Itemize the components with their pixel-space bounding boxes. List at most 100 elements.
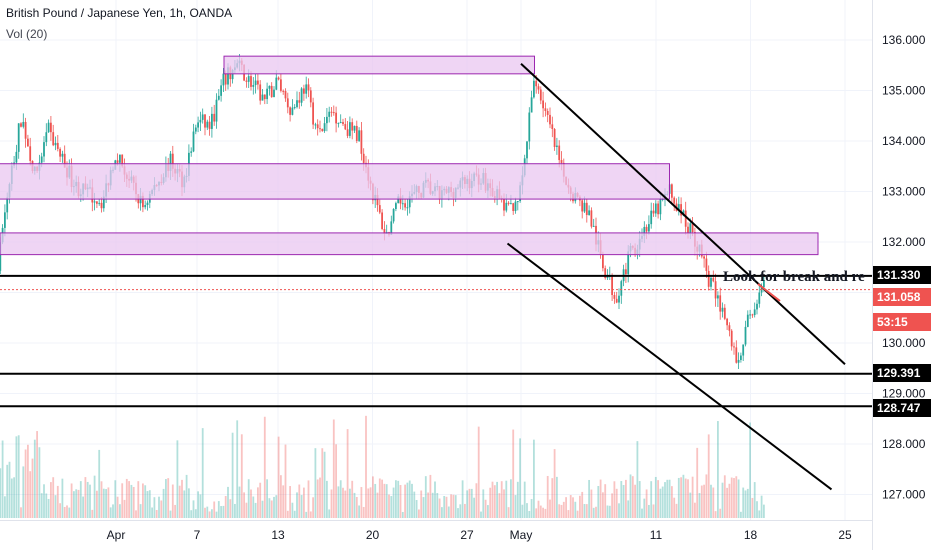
volume-bar <box>6 464 9 518</box>
volume-bar <box>176 440 179 518</box>
candle-body <box>211 113 213 129</box>
volume-bar <box>464 503 466 518</box>
volume-bar <box>726 487 728 518</box>
volume-bar <box>155 509 158 518</box>
volume-bar <box>756 501 758 518</box>
volume-bar <box>535 508 538 518</box>
volume-bar <box>595 506 597 518</box>
projection-arrow[interactable] <box>757 283 781 302</box>
level-badge-131330: 131.330 <box>873 266 931 284</box>
supply-demand-zone[interactable] <box>0 232 819 256</box>
volume-bar <box>227 486 229 518</box>
volume-bar <box>298 484 301 518</box>
volume-bar <box>47 498 50 518</box>
volume-bar <box>503 489 505 518</box>
volume-bar <box>112 504 114 518</box>
candle-body <box>691 223 694 233</box>
volume-bar <box>613 481 616 518</box>
candle-body <box>335 112 337 124</box>
volume-bar <box>608 505 611 518</box>
candle-body <box>298 100 301 103</box>
volume-bar <box>89 484 91 518</box>
candle-body <box>648 224 650 232</box>
candle-body <box>192 131 195 152</box>
volume-bar <box>243 492 245 518</box>
volume-bar <box>220 506 222 518</box>
volume-bar <box>758 510 761 518</box>
volume-bar <box>204 507 206 518</box>
volume-bar <box>199 494 202 518</box>
volume-bar <box>17 435 20 518</box>
candle-body <box>742 344 745 356</box>
volume-bar <box>178 485 181 518</box>
volume-bar <box>422 497 425 518</box>
volume-bar <box>56 485 59 518</box>
candle-body <box>710 277 712 287</box>
volume-bar <box>291 502 294 518</box>
candle-body <box>526 141 528 159</box>
volume-bar <box>128 481 130 518</box>
volume-bar <box>677 477 680 518</box>
volume-bar <box>284 444 287 518</box>
annotation-text[interactable]: Look for break and re <box>723 269 865 285</box>
candle-body <box>535 80 538 87</box>
volume-bar <box>510 479 512 518</box>
volume-bar <box>431 492 434 518</box>
volume-bar <box>194 509 197 518</box>
volume-bar <box>381 479 383 518</box>
volume-bar <box>728 483 731 518</box>
candle-body <box>618 295 620 303</box>
candle-body <box>247 76 250 82</box>
candle-body <box>717 295 719 299</box>
volume-bar <box>445 496 448 518</box>
volume-bar <box>622 485 625 518</box>
volume-bar <box>316 479 319 518</box>
volume-bar <box>66 505 68 518</box>
volume-bar <box>650 481 653 518</box>
candle-body <box>560 160 563 163</box>
candle-body <box>590 210 593 227</box>
volume-bar <box>411 483 413 518</box>
candle-body <box>208 121 211 129</box>
candle-body <box>707 270 710 287</box>
volume-bar <box>247 479 250 518</box>
y-tick-label: 134.000 <box>882 134 926 148</box>
volume-bar <box>38 447 41 518</box>
volume-bar <box>434 481 436 518</box>
candle-body <box>758 292 761 304</box>
volume-bar <box>201 428 204 518</box>
candle-body <box>627 251 630 275</box>
volume-bar <box>710 484 712 518</box>
candle-body <box>43 142 45 157</box>
volume-indicator-label[interactable]: Vol (20) <box>6 27 48 41</box>
trend-line[interactable] <box>520 63 846 365</box>
supply-demand-zone[interactable] <box>223 55 535 75</box>
volume-bar <box>583 504 586 518</box>
volume-bar <box>691 476 694 518</box>
candle-body <box>381 212 383 229</box>
volume-bar <box>102 488 105 518</box>
candle-body <box>546 110 549 115</box>
candle-body <box>93 201 96 203</box>
volume-bar <box>376 492 379 518</box>
candle-body <box>542 100 544 109</box>
candle-body <box>300 88 303 103</box>
candle-body <box>282 90 285 92</box>
supply-demand-zone[interactable] <box>0 163 670 200</box>
candle-body <box>585 202 588 216</box>
volume-bar <box>618 503 620 518</box>
volume-bar <box>735 476 738 518</box>
candle-body <box>749 314 751 316</box>
volume-bar <box>43 484 45 518</box>
candle-body <box>677 204 680 211</box>
volume-bar <box>719 508 722 518</box>
candle-body <box>360 130 363 154</box>
volume-bar <box>105 489 107 518</box>
volume-bar <box>634 484 636 518</box>
volume-bar <box>365 415 367 518</box>
candle-body <box>259 84 262 101</box>
volume-bar <box>236 420 239 518</box>
trend-line[interactable] <box>506 242 833 491</box>
time-scale[interactable]: Apr 7 13 20 27 May 11 18 25 <box>107 528 852 542</box>
